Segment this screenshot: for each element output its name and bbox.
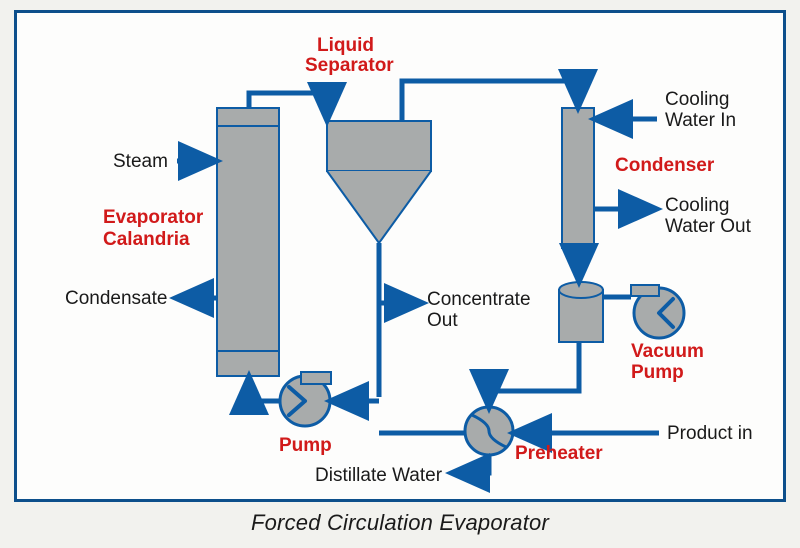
- pipe-sep-to-cond: [402, 81, 578, 121]
- pipe-pump-to-evap: [249, 380, 280, 401]
- circulation-pump: [280, 372, 331, 426]
- label-conc2: Out: [427, 310, 458, 331]
- label-cool-out2: Water Out: [665, 216, 752, 237]
- label-cool-in1: Cooling: [665, 89, 729, 110]
- label-product-in: Product in: [667, 423, 753, 444]
- label-vacpump1: Vacuum: [631, 341, 704, 362]
- condenser: [562, 108, 594, 248]
- pipe-recv-to-preheat: [489, 342, 579, 404]
- label-pump: Pump: [279, 435, 332, 456]
- label-vacpump2: Pump: [631, 362, 684, 383]
- label-steam: Steam: [113, 151, 168, 172]
- label-condensate: Condensate: [65, 288, 167, 309]
- evaporator-calandria: [217, 108, 279, 376]
- diagram-frame: Liquid Separator Evaporator Calandria Co…: [14, 10, 786, 502]
- receiver-vessel: [559, 282, 603, 342]
- label-cool-in2: Water In: [665, 110, 736, 131]
- liquid-separator: [327, 121, 431, 243]
- diagram-caption: Forced Circulation Evaporator: [14, 510, 786, 536]
- label-separator: Separator: [305, 55, 394, 76]
- label-distillate: Distillate Water: [315, 465, 443, 486]
- label-evaporator2: Calandria: [103, 229, 190, 250]
- outer-container: Liquid Separator Evaporator Calandria Co…: [0, 0, 800, 548]
- pipe-distillate-out: [455, 455, 489, 473]
- label-conc1: Concentrate: [427, 289, 531, 310]
- label-evaporator1: Evaporator: [103, 207, 204, 228]
- label-preheater: Preheater: [515, 443, 603, 464]
- preheater: [465, 407, 513, 455]
- vacuum-pump: [631, 285, 684, 338]
- label-cool-out1: Cooling: [665, 195, 729, 216]
- label-liquid: Liquid: [317, 35, 374, 56]
- label-condenser: Condenser: [615, 155, 715, 176]
- diagram-svg: Liquid Separator Evaporator Calandria Co…: [17, 13, 783, 499]
